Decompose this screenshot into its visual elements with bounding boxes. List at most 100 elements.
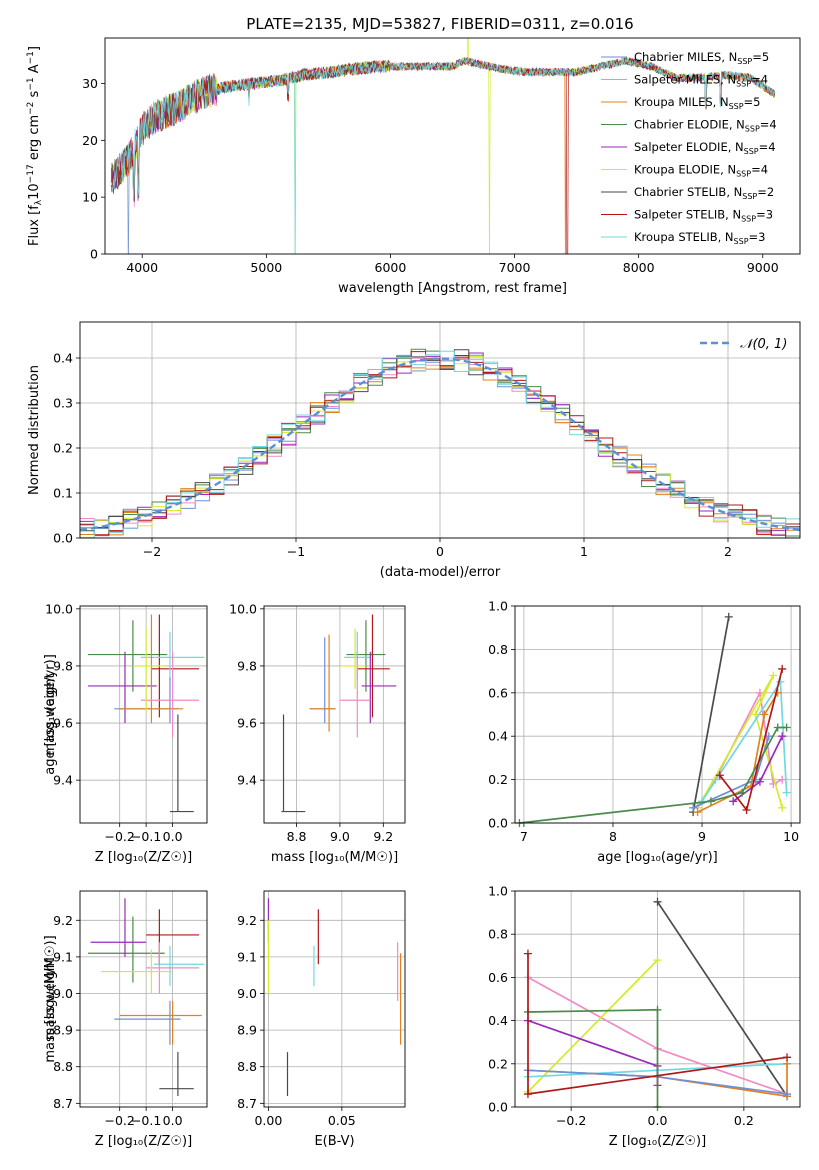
y-axis-label-part: A (27, 64, 42, 77)
x-axis-label: E(B-V) (314, 1134, 354, 1149)
mass-vs-ebv-panel: 0.00 0.05 8.7 8.8 8.9 9.0 9.1 9.2 E(B-V) (237, 890, 406, 1149)
axes-frame (104, 37, 801, 255)
mass-weight-line (696, 690, 783, 809)
x-axis-label: Z [log₁₀(Z/Z☉)] (609, 1134, 706, 1149)
axes-frame (79, 321, 801, 539)
legend-entry: Chabrier MILES, NSSP=5 (634, 50, 769, 66)
x-tick-label: 0.05 (328, 1113, 356, 1128)
x-axis-label: (data-model)/error (380, 565, 501, 580)
y-tick-label: 0.3 (53, 396, 73, 411)
spectrum-line (110, 57, 776, 254)
legend-entry: Salpeter MILES, NSSP=4 (634, 73, 768, 89)
y-tick-label: 9.2 (53, 913, 73, 928)
x-tick-label: 8.8 (287, 829, 307, 844)
x-tick-label: −0.2 (556, 1113, 586, 1128)
x-tick-label: 9.0 (330, 829, 350, 844)
data-point-marker (523, 1090, 532, 1099)
y-axis-label: Normed distribution (27, 365, 42, 495)
data-point-marker (706, 797, 715, 806)
y-axis-label-part: λ (34, 199, 44, 205)
y-tick-label: 1.0 (488, 599, 508, 614)
y-tick-label: 10 (82, 190, 98, 205)
mass-weight-line (692, 616, 730, 813)
legend-nssp-value: =4 (759, 140, 776, 154)
y-tick-label: 0.0 (53, 531, 73, 546)
x-tick-label: 9 (698, 829, 706, 844)
x-tick-label: −2 (143, 544, 161, 559)
legend-label: Kroupa STELIB (634, 230, 718, 244)
y-axis-label: mass weight (43, 673, 58, 755)
x-tick-label: −0.2 (105, 829, 135, 844)
y-tick-label: 9.4 (237, 773, 257, 788)
y-axis-label-part: −1 (26, 51, 36, 64)
axes-frame (263, 890, 406, 1108)
data-point-marker (778, 803, 787, 812)
y-tick-label: 8.9 (237, 1023, 257, 1038)
y-tick-label: 10.0 (45, 601, 73, 616)
y-tick-label: 0.4 (488, 729, 508, 744)
figure-title: PLATE=2135, MJD=53827, FIBERID=0311, z=0… (246, 15, 633, 33)
y-tick-label: 9.0 (237, 986, 257, 1001)
legend-nssp-sub: SSP (741, 215, 756, 224)
legend-entry: Kroupa ELODIE, NSSP=4 (634, 163, 768, 179)
y-tick-label: 0.2 (53, 441, 73, 456)
x-tick-label: 7000 (499, 260, 531, 275)
y-tick-label: 9.4 (53, 773, 73, 788)
mass-weight-line (696, 674, 784, 809)
spectrum-lines (110, 38, 776, 254)
x-tick-label: −0.1 (131, 1113, 161, 1128)
legend-entry: Kroupa STELIB, NSSP=3 (634, 230, 765, 246)
normal-curve (79, 357, 801, 532)
legend-nssp-sub: SSP (734, 237, 749, 246)
x-tick-label: 2 (724, 544, 732, 559)
legend-label: 𝒩(0, 1) (740, 337, 787, 352)
legend-label: Salpeter ELODIE (634, 140, 728, 154)
spectrum-line (111, 57, 776, 254)
x-axis-label: Z [log₁₀(Z/Z☉)] (95, 850, 192, 865)
x-tick-label: 7 (520, 829, 528, 844)
legend-nssp-sub: SSP (736, 170, 751, 179)
x-tick-label: 8 (609, 829, 617, 844)
legend-label: Chabrier STELIB (634, 185, 726, 199)
data-point-marker (783, 1090, 792, 1099)
legend-nssp-prefix: , N (720, 73, 736, 87)
data-point-marker (755, 777, 764, 786)
mass-weight-vs-metallicity-panel: −0.2 0.0 0.2 0.0 0.2 0.4 0.6 0.8 1.0 Z [log₁₀(Z/Z… (43, 884, 801, 1149)
data-point-marker (778, 664, 787, 673)
legend-nssp-sub: SSP (736, 80, 751, 89)
axes-frame (79, 605, 208, 824)
y-tick-label: 9.6 (237, 716, 257, 731)
mass-weight-vs-age-panel: 7 8 9 10 0.0 0.2 0.4 0.6 0.8 1.0 age [log₁₀(age/yr… (43, 599, 801, 865)
y-tick-label: 0.1 (53, 486, 73, 501)
x-tick-label: 0.0 (163, 829, 183, 844)
mass-weight-line (656, 901, 788, 1097)
legend-nssp-value: =4 (751, 73, 768, 87)
data-point-marker (742, 805, 751, 814)
data-point-marker (689, 803, 698, 812)
legend-label: Salpeter MILES (634, 73, 720, 87)
y-tick-label: 0.6 (488, 685, 508, 700)
x-axis-label: mass [log₁₀(M/M☉)] (271, 850, 398, 865)
x-tick-label: 0.00 (254, 1113, 282, 1128)
data-point-marker (523, 949, 532, 958)
legend-label: Chabrier MILES (634, 50, 721, 64)
y-axis-label-part: s (27, 90, 42, 101)
legend-nssp-prefix: , N (729, 118, 745, 132)
y-axis-label-part: ] (27, 46, 42, 51)
legend-nssp-prefix: , N (713, 95, 729, 109)
mass-weight-line (697, 692, 779, 813)
data-point-marker (782, 788, 791, 797)
y-tick-label: 0.4 (53, 351, 73, 366)
legend-label: Kroupa MILES (634, 95, 713, 109)
y-tick-label: 30 (82, 76, 98, 91)
y-tick-label: 0.6 (488, 970, 508, 985)
y-tick-label: 9.1 (53, 949, 73, 964)
legend-nssp-sub: SSP (744, 147, 759, 156)
y-tick-label: 1.0 (488, 884, 508, 899)
y-axis-label-part: Flux [f (27, 205, 42, 246)
y-axis-label: age [log₁₀(age/yr)] (43, 654, 58, 775)
legend-entry: Salpeter STELIB, NSSP=3 (634, 208, 773, 224)
legend-nssp-prefix: , N (726, 185, 742, 199)
legend-nssp-value: =4 (760, 118, 777, 132)
